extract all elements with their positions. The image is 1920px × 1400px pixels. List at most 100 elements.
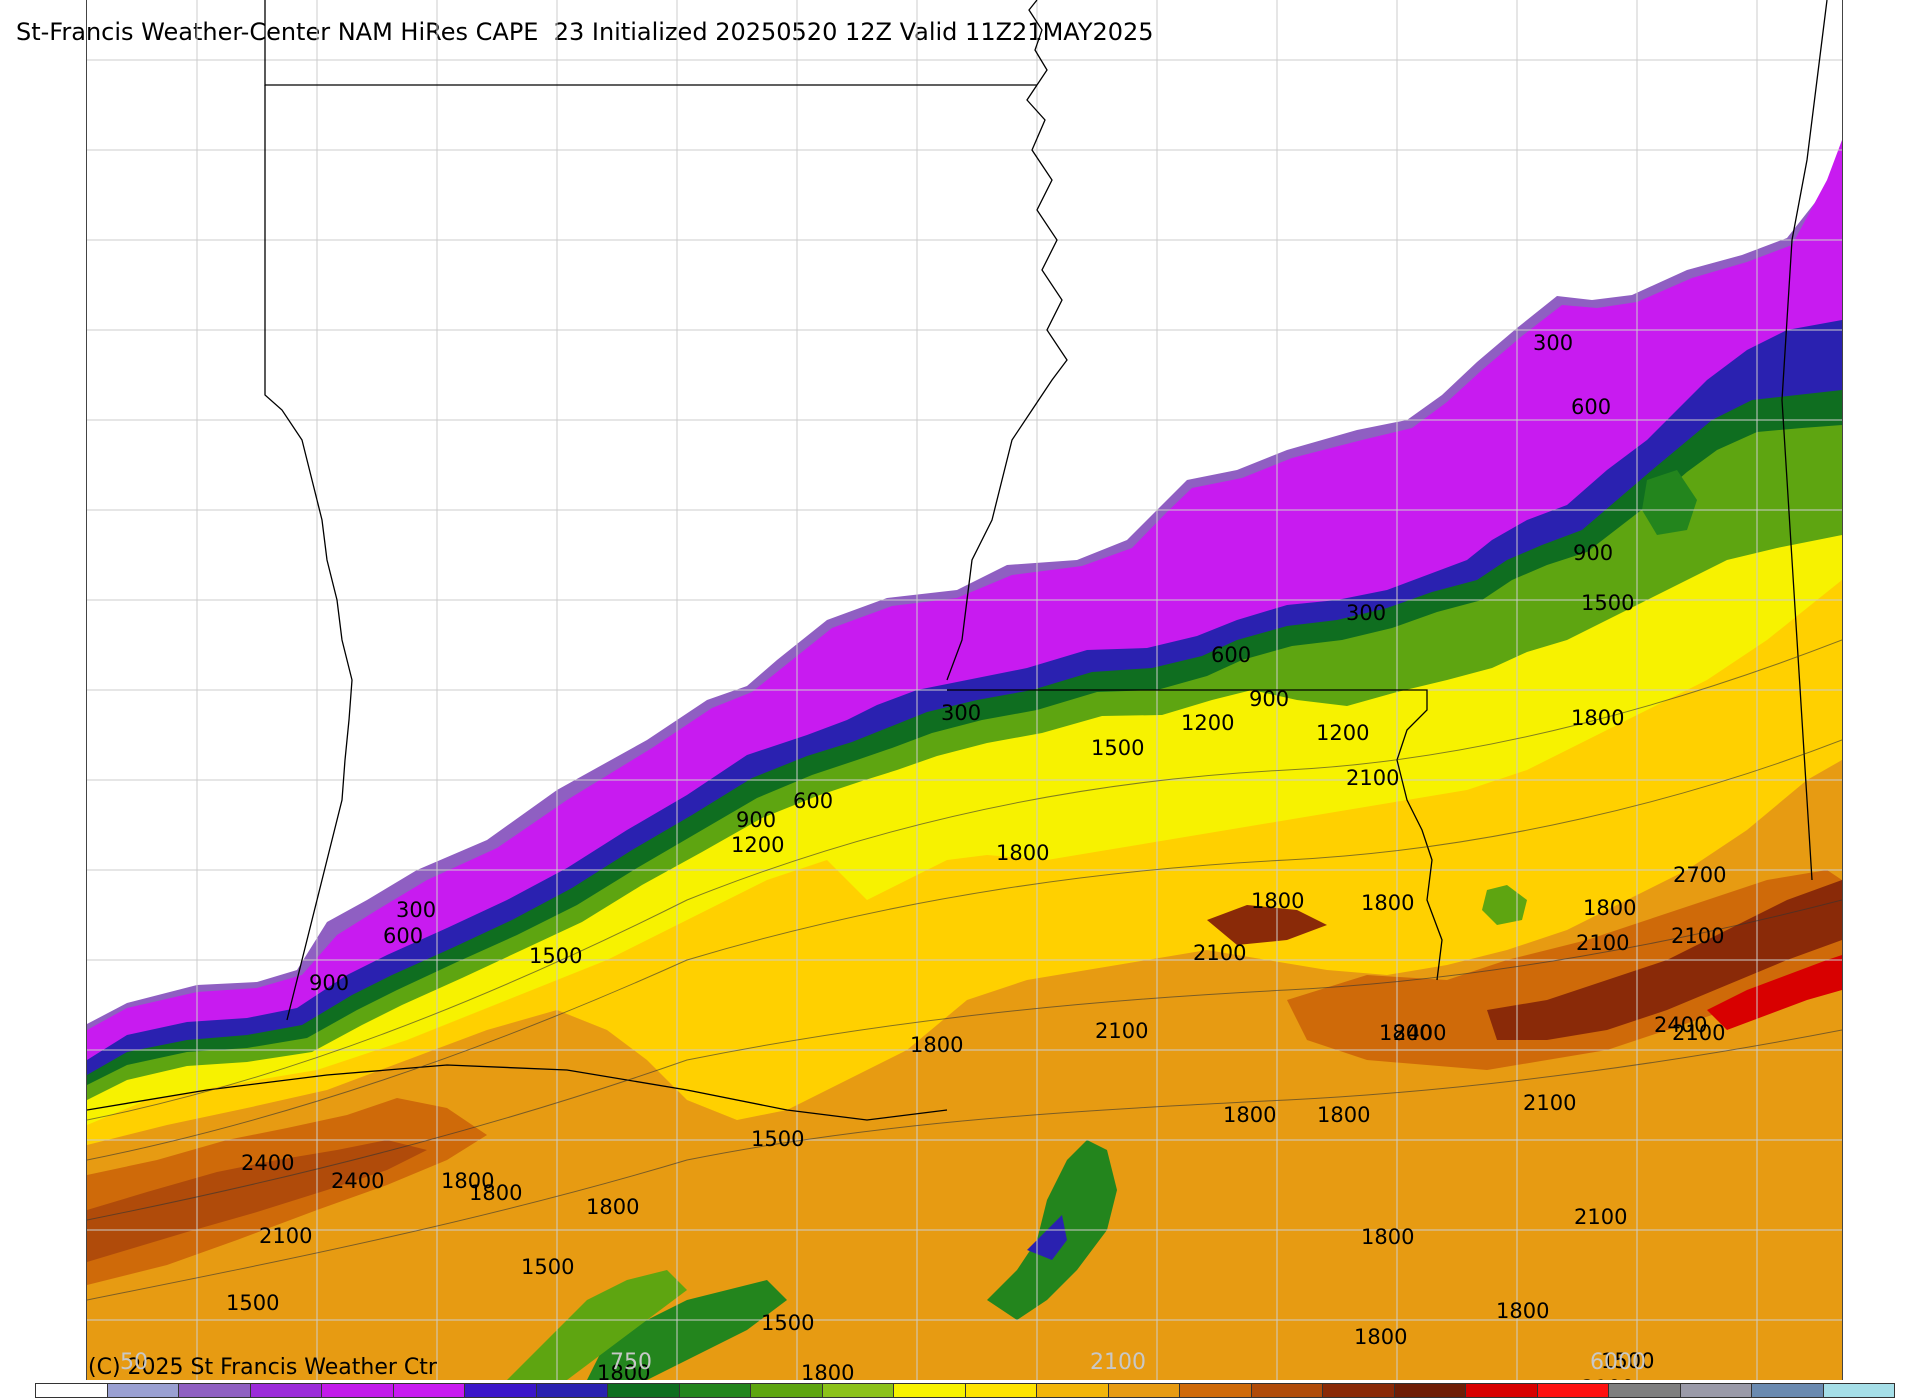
colorbar-swatch bbox=[1108, 1384, 1180, 1397]
contour-label: 1800 bbox=[996, 841, 1049, 865]
colorbar-swatch bbox=[1037, 1384, 1109, 1397]
contour-label: 2100 bbox=[1671, 924, 1724, 948]
colorbar-swatch bbox=[536, 1384, 608, 1397]
contour-label: 1500 bbox=[761, 1311, 814, 1335]
contour-label: 300 bbox=[1533, 331, 1573, 355]
contour-label: 600 bbox=[1211, 643, 1251, 667]
contour-label: 1500 bbox=[751, 1127, 804, 1151]
colorbar-swatch bbox=[1537, 1384, 1609, 1397]
band-green-mid bbox=[1482, 885, 1527, 925]
contour-label: 1200 bbox=[1316, 721, 1369, 745]
colorbar-tick-label: 2100 bbox=[1090, 1350, 1146, 1375]
contour-label: 2100 bbox=[1672, 1021, 1725, 1045]
colorbar-swatch bbox=[1251, 1384, 1323, 1397]
band-brown-1 bbox=[87, 1140, 427, 1262]
contour-label: 2400 bbox=[1654, 1013, 1707, 1037]
contour-label: 900 bbox=[736, 808, 776, 832]
contour-label: 2400 bbox=[331, 1169, 384, 1193]
colorbar-swatch bbox=[1752, 1384, 1824, 1397]
contour-label: 1500 bbox=[1581, 591, 1634, 615]
contour-label: 1200 bbox=[731, 833, 784, 857]
county-borders bbox=[87, 0, 1842, 1380]
band-orange bbox=[87, 760, 1842, 1380]
contour-label: 2100 bbox=[1581, 1376, 1634, 1380]
contour-label: 900 bbox=[1573, 541, 1613, 565]
contour-label: 900 bbox=[1249, 687, 1289, 711]
contour-label: 600 bbox=[383, 924, 423, 948]
contour-label: 2100 bbox=[1346, 766, 1399, 790]
contour-label: 600 bbox=[1571, 395, 1611, 419]
colorbar-swatch bbox=[1466, 1384, 1538, 1397]
colorbar-swatch bbox=[965, 1384, 1037, 1397]
contour-label: 300 bbox=[1346, 601, 1386, 625]
colorbar-tick-label: 750 bbox=[610, 1350, 652, 1375]
colorbar-tick-label: 6000 bbox=[1590, 1350, 1646, 1375]
cape-fill-bands bbox=[87, 140, 1842, 1380]
colorbar-swatch bbox=[179, 1384, 251, 1397]
colorbar-swatch bbox=[322, 1384, 394, 1397]
contour-label: 1800 bbox=[1379, 1021, 1432, 1045]
colorbar bbox=[35, 1383, 1895, 1398]
contour-label: 2100 bbox=[1574, 1205, 1627, 1229]
contour-label: 300 bbox=[396, 898, 436, 922]
contour-label: 2100 bbox=[1576, 931, 1629, 955]
contour-label: 1800 bbox=[1583, 896, 1636, 920]
contour-label: 1500 bbox=[1091, 736, 1144, 760]
band-brown-east bbox=[1487, 880, 1842, 1040]
contour-label: 1800 bbox=[597, 1361, 650, 1380]
contour-label: 1800 bbox=[1496, 1299, 1549, 1323]
colorbar-swatch bbox=[894, 1384, 966, 1397]
band-brown-center bbox=[1207, 905, 1327, 945]
contour-label: 1800 bbox=[1251, 889, 1304, 913]
colorbar-swatch bbox=[465, 1384, 537, 1397]
colorbar-swatch bbox=[1609, 1384, 1681, 1397]
contour-label: 1500 bbox=[521, 1255, 574, 1279]
state-borders bbox=[87, 0, 1828, 1121]
colorbar-swatch bbox=[679, 1384, 751, 1397]
colorbar-swatch bbox=[608, 1384, 680, 1397]
contour-label: 1800 bbox=[586, 1195, 639, 1219]
band-dark-orange-east bbox=[1287, 870, 1842, 1070]
contour-label: 1800 bbox=[1354, 1325, 1407, 1349]
cape-contours bbox=[87, 639, 1842, 1301]
contour-label: 1500 bbox=[226, 1291, 279, 1315]
contour-label: 1800 bbox=[801, 1361, 854, 1380]
colorbar-swatch bbox=[36, 1384, 108, 1397]
colorbar-swatch bbox=[107, 1384, 179, 1397]
colorbar-swatch bbox=[1680, 1384, 1752, 1397]
contour-label: 900 bbox=[309, 971, 349, 995]
contour-label: 1800 bbox=[1361, 891, 1414, 915]
band-red-east bbox=[1707, 955, 1842, 1030]
map-title: St-Francis Weather-Center NAM HiRes CAPE… bbox=[16, 18, 1154, 46]
colorbar-tick-label: 50 bbox=[120, 1350, 148, 1375]
contour-label: 2100 bbox=[1193, 941, 1246, 965]
colorbar-swatch bbox=[393, 1384, 465, 1397]
band-green-southwest bbox=[587, 1280, 787, 1380]
contour-label: 300 bbox=[941, 701, 981, 725]
contour-label: 1800 bbox=[1361, 1225, 1414, 1249]
contour-label: 2400 bbox=[1393, 1021, 1446, 1045]
contour-label: 1800 bbox=[1317, 1103, 1370, 1127]
colorbar-swatch bbox=[1823, 1384, 1894, 1397]
contour-label: 1800 bbox=[910, 1033, 963, 1057]
contour-label: 1800 bbox=[1223, 1103, 1276, 1127]
contour-label: 1800 bbox=[1571, 706, 1624, 730]
colorbar-swatch bbox=[250, 1384, 322, 1397]
contour-label: 2100 bbox=[259, 1224, 312, 1248]
colorbar-swatch bbox=[1394, 1384, 1466, 1397]
contour-label: 2100 bbox=[1523, 1091, 1576, 1115]
contour-label: 1200 bbox=[1181, 711, 1234, 735]
contour-label: 600 bbox=[793, 789, 833, 813]
contour-label: 1500 bbox=[529, 944, 582, 968]
contour-label: 2400 bbox=[241, 1151, 294, 1175]
colorbar-swatch bbox=[1323, 1384, 1395, 1397]
copyright-text: (C) 2025 St Francis Weather Ctr bbox=[88, 1355, 437, 1380]
contour-label: 1800 bbox=[441, 1169, 494, 1193]
cape-map: 300 600 900 300 1500 300 600 900 1200 1500 1200 180… bbox=[86, 0, 1843, 1380]
colorbar-swatch bbox=[751, 1384, 823, 1397]
band-green-east-blob bbox=[1642, 470, 1697, 535]
colorbar-swatch bbox=[822, 1384, 894, 1397]
contour-label: 1800 bbox=[469, 1181, 522, 1205]
contour-label: 2700 bbox=[1673, 863, 1726, 887]
